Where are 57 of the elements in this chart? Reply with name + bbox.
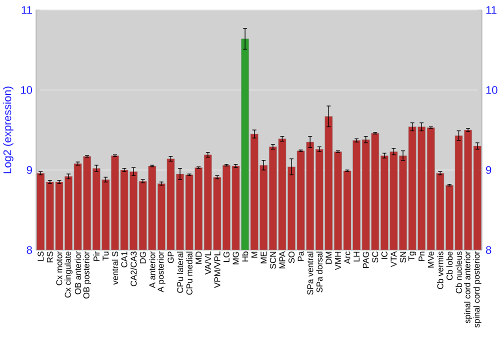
x-tick-label: LH: [354, 252, 360, 262]
y-tick-label: 10: [21, 86, 32, 94]
x-tick-label: MG: [232, 252, 239, 264]
x-tick-label: CPu medial: [186, 252, 192, 295]
x-tick-label: Arc: [344, 251, 350, 264]
x-tick-label: Tg: [408, 252, 416, 261]
x-tick-label: RS: [46, 252, 53, 262]
x-tick-label: SN: [400, 252, 406, 263]
x-tick-label: CA2/CA3: [130, 252, 137, 286]
x-tick-label: Hb: [242, 252, 248, 262]
x-tick-label: Pn: [418, 252, 425, 261]
x-tick-label: VTA: [390, 251, 397, 268]
x-tick-label: PAG: [362, 252, 369, 268]
y2-tick-label: 8: [486, 246, 492, 254]
y-tick-label: 11: [22, 6, 32, 14]
x-tick-label: VA/VL: [204, 251, 212, 275]
x-tick-label: Tu: [102, 252, 109, 261]
x-tick-label: A anterior: [149, 251, 156, 288]
x-tick-label: CA1: [121, 252, 128, 268]
y2-tick-label: 9: [486, 166, 492, 174]
x-tick-label: VPM/VPL: [214, 251, 220, 288]
x-tick-label: Pa: [298, 251, 304, 261]
x-tick-label: MVe: [428, 252, 434, 268]
x-tick-label: GP: [168, 252, 174, 264]
x-tick-label: SO: [288, 252, 295, 264]
x-tick-label: Pir: [93, 251, 100, 261]
x-tick-label: SPa ventral: [306, 252, 314, 295]
x-tick-label: OB posterior: [83, 251, 92, 298]
x-tick-label: OB anterior: [74, 251, 81, 294]
x-tick-label: DM: [326, 252, 332, 264]
x-tick-label: ME: [260, 252, 267, 264]
x-tick-label: LS: [38, 252, 44, 261]
y-tick-label: 8: [26, 246, 32, 254]
x-tick-label: ventral S: [112, 252, 118, 285]
x-tick-label: CPu lateral: [176, 252, 184, 293]
x-tick-label: Cb nucleus: [456, 252, 462, 294]
x-tick-label: SPa dorsal: [316, 252, 323, 292]
x-tick-label: A posterior: [157, 251, 166, 292]
y-axis-title: Log2 (expression): [3, 86, 14, 174]
x-tick-label: MPA: [279, 251, 286, 268]
x-tick-label: spinal cord anterior: [464, 251, 472, 324]
x-tick-label: spinal cord posterior: [473, 251, 482, 328]
y2-tick-label: 10: [486, 86, 498, 94]
x-tick-label: Cb lobe: [446, 252, 453, 280]
x-tick-label: MD: [196, 252, 202, 264]
x-tick-label: Cx cingulate: [64, 252, 72, 298]
x-tick-label: DG: [140, 252, 146, 264]
x-tick-label: LG: [223, 252, 230, 262]
x-tick-label: IC: [381, 252, 388, 259]
x-tick-label: SC: [372, 252, 378, 263]
x-tick-label: Cb vermis: [437, 252, 444, 290]
x-tick-label: VMH: [335, 252, 341, 270]
x-tick-label: SCN: [270, 252, 276, 269]
y-tick-label: 9: [26, 166, 32, 174]
x-tick-label: Cx motor: [56, 251, 62, 286]
y2-tick-label: 11: [486, 6, 496, 14]
x-tick-label: M: [251, 252, 258, 258]
